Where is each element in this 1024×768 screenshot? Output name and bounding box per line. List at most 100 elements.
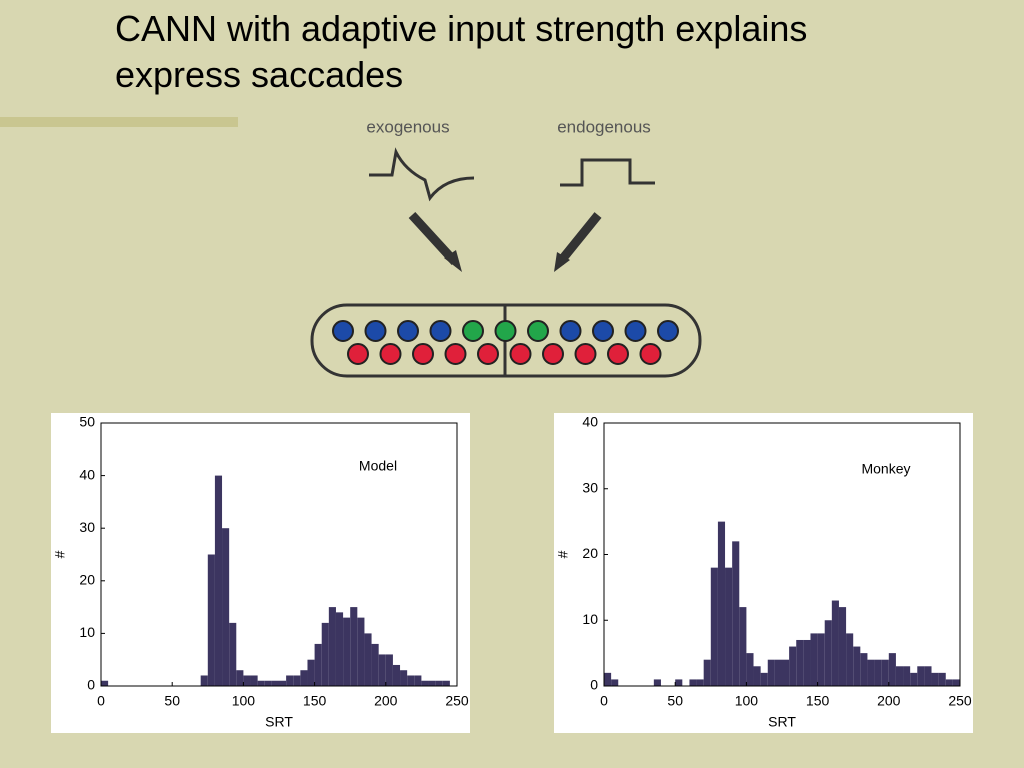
decoration-bar [0,117,238,127]
y-tick-label: 50 [79,414,95,430]
x-axis-label: SRT [265,714,293,730]
bar [428,680,436,686]
annotation: Monkey [861,461,910,477]
diagram-label: exogenous [366,117,449,136]
bar [350,607,358,686]
bar [903,666,911,686]
bar [732,541,740,686]
bar [442,680,450,686]
plot-frame [100,422,458,687]
bar [924,666,932,686]
annotation: Model [359,458,397,474]
bar [364,633,372,686]
x-tick-label: 150 [303,693,327,709]
bar [796,639,804,686]
x-tick-label: 100 [735,693,759,709]
bar [753,666,761,686]
bar [307,659,315,686]
bar [385,654,393,686]
arrowhead [554,252,570,272]
neuron [542,343,564,365]
x-tick-label: 0 [97,693,105,709]
bar [853,646,861,686]
y-tick-label: 20 [79,572,95,588]
bar [689,679,697,686]
x-tick-label: 50 [667,693,683,709]
bar [207,554,215,686]
bar [703,659,711,686]
neuron [412,343,434,365]
y-tick-label: 10 [582,611,598,627]
bar [782,659,790,686]
y-tick-label: 40 [582,414,598,430]
y-tick-label: 30 [582,479,598,495]
neuron [379,343,402,365]
bar [371,643,379,686]
bar [710,567,718,686]
neuron [364,320,387,342]
bar [314,643,322,686]
bar [931,672,939,686]
bar [378,654,386,686]
bar [945,679,953,686]
bar [831,600,839,686]
neuron [332,320,354,342]
bar [257,680,265,686]
bar [392,664,401,686]
arrow [408,211,459,266]
slide-title: CANN with adaptive input strength explai… [115,8,808,95]
neuron [429,320,452,342]
endogenous-signal [560,158,655,187]
x-tick-label: 250 [445,693,469,709]
bar [271,680,279,686]
y-axis-label: # [52,550,68,558]
neuron [477,343,499,365]
bar [611,679,619,686]
bar [810,633,818,686]
bar [300,670,308,686]
diagram: exogenous endogenous [310,117,702,378]
bar [846,633,854,686]
neuron [509,343,532,365]
bar [229,622,237,686]
bar [675,679,683,686]
y-tick-label: 30 [79,519,95,535]
exogenous-signal [369,147,475,202]
bar [264,680,272,686]
neuron [397,320,419,342]
bar [838,607,847,686]
bar [817,633,825,686]
x-tick-label: 0 [600,693,608,709]
diagram-label: endogenous [557,117,651,136]
bar [824,620,832,686]
y-tick-label: 0 [87,677,95,693]
bar [250,675,258,686]
bar [725,567,733,686]
neuron [559,320,582,342]
neuron [527,320,549,342]
bar [917,666,925,686]
bar [243,675,251,686]
neuron [624,320,647,342]
y-tick-label: 20 [582,545,598,561]
bar [653,679,661,686]
x-tick-label: 250 [948,693,972,709]
bar [881,659,889,686]
bar [328,607,336,686]
bar [222,528,230,686]
bar [200,675,208,686]
bar [435,680,443,686]
bar [407,675,415,686]
bar [803,639,811,686]
bar [335,612,344,686]
bar [739,607,747,686]
bar [214,475,223,686]
y-axis-label: # [555,550,571,558]
bar [236,670,244,686]
arrowhead [444,250,462,272]
bar [357,617,365,686]
bar [321,622,329,686]
bar [101,680,109,686]
